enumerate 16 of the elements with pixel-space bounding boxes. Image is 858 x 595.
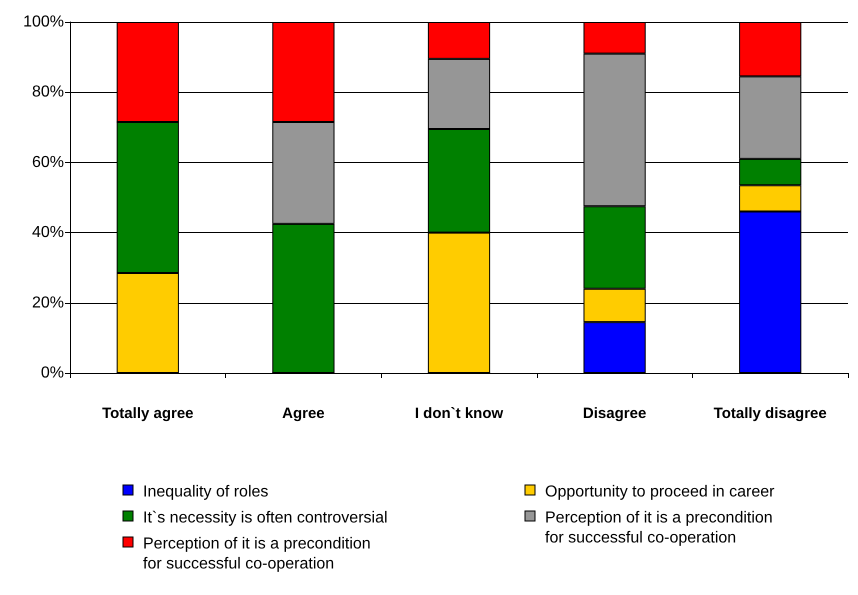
y-tick-label: 20% (32, 294, 64, 312)
x-tick-label: Disagree (582, 405, 646, 422)
legend-label: It`s necessity is often controversial (143, 510, 388, 526)
legend-label: Perception of it is a precondition for successful co-operation (545, 510, 773, 546)
y-tick-label: 0% (40, 364, 64, 382)
legend-label: Perception of it is a precondition for successful co-operation (143, 536, 371, 572)
y-tick-label: 60% (32, 154, 64, 171)
legend-label: Opportunity to proceed in career (545, 484, 776, 500)
legend-label: Inequality of roles (143, 484, 268, 500)
x-tick-label: I don`t know (414, 405, 504, 422)
x-tick-label: Agree (282, 405, 325, 422)
x-tick-label: Totally agree (102, 405, 194, 422)
y-tick-label: 100% (23, 14, 64, 30)
y-tick-label: 80% (32, 84, 64, 101)
y-tick-label: 40% (32, 224, 64, 242)
x-tick-label: Totally disagree (714, 405, 827, 422)
